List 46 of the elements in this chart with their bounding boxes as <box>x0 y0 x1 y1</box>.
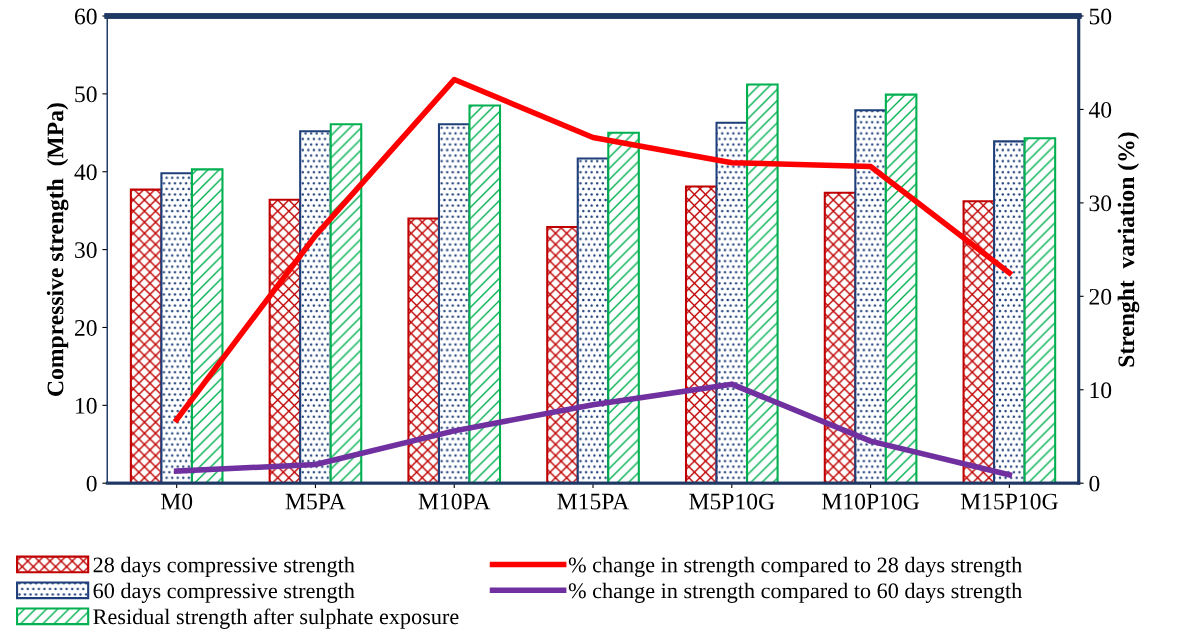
bar <box>854 109 887 484</box>
bar <box>407 217 441 484</box>
y-axis-title: Compressive strength (MPa) <box>46 103 69 396</box>
bar <box>329 123 363 484</box>
bar <box>576 157 610 484</box>
y-tick-label: 10 <box>76 397 97 414</box>
y2-tick-label: 0 <box>1089 475 1100 492</box>
legend-label: % change in strength compared to 28 days strength <box>568 556 1022 577</box>
x-tick-label: M15P10G <box>960 493 1058 510</box>
y-tick-label: 60 <box>74 8 97 25</box>
bar <box>746 83 779 484</box>
y2-axis-title: Strenght variation (%) <box>1117 132 1140 367</box>
bar <box>299 130 332 484</box>
bar <box>684 185 718 484</box>
legend-label: 60 days compressive strength <box>93 582 355 603</box>
bar <box>607 131 640 484</box>
y2-tick-label: 30 <box>1089 195 1112 212</box>
bar <box>823 191 857 484</box>
legend-label: Residual strength after sulphate exposure <box>93 608 459 629</box>
x-tick-label: M5P10G <box>689 493 775 510</box>
bar <box>993 140 1026 484</box>
legend-label: % change in strength compared to 60 days strength <box>568 582 1022 603</box>
y2-tick-label: 40 <box>1088 101 1112 118</box>
bar <box>468 104 502 484</box>
bar <box>190 168 224 484</box>
bar <box>546 225 579 484</box>
y-tick-label: 0 <box>86 475 97 492</box>
bar <box>437 123 471 484</box>
y-tick-label: 30 <box>75 242 97 259</box>
y2-tick-label: 10 <box>1090 382 1112 399</box>
x-tick-label: M15PA <box>557 493 630 510</box>
bar <box>129 188 163 484</box>
y-tick-label: 20 <box>74 319 97 336</box>
y-tick-label: 40 <box>74 164 97 181</box>
bar <box>715 121 749 484</box>
y2-tick-label: 20 <box>1089 288 1112 305</box>
legend-label: 28 days compressive strength <box>93 556 355 577</box>
bar <box>160 172 193 484</box>
x-tick-label: M5PA <box>285 493 346 510</box>
y-tick-label: 50 <box>75 86 97 103</box>
bar <box>884 93 918 484</box>
bar <box>1023 137 1057 484</box>
y2-tick-label: 50 <box>1089 8 1112 25</box>
x-tick-label: M10P10G <box>822 493 920 510</box>
x-tick-label: M0 <box>160 493 193 510</box>
x-tick-label: M10PA <box>418 493 491 510</box>
